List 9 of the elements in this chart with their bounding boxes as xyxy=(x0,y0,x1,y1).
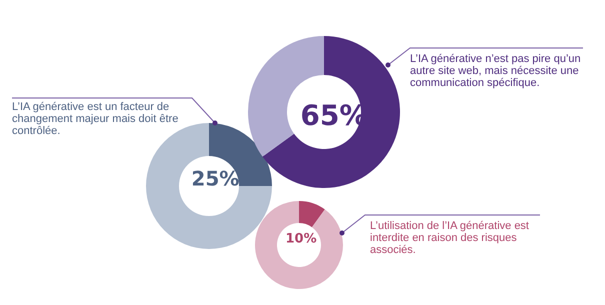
donut-slice xyxy=(255,201,343,289)
donut-slice xyxy=(299,201,325,228)
text: L’IA générative est un facteur de changement majeur mais doit être contrôlée. xyxy=(12,101,180,137)
donut-slice xyxy=(262,36,400,188)
data-label: 10% xyxy=(285,232,317,247)
text: L’utilisation de l’IA générative est interdite en raison des risques associés. xyxy=(370,220,530,256)
donut-slice xyxy=(146,123,272,249)
data-label: 25% xyxy=(191,166,240,191)
text: L’IA générative n’est pas pire qu’un autre site web, mais nécessite une communication spécifique. xyxy=(410,53,582,89)
